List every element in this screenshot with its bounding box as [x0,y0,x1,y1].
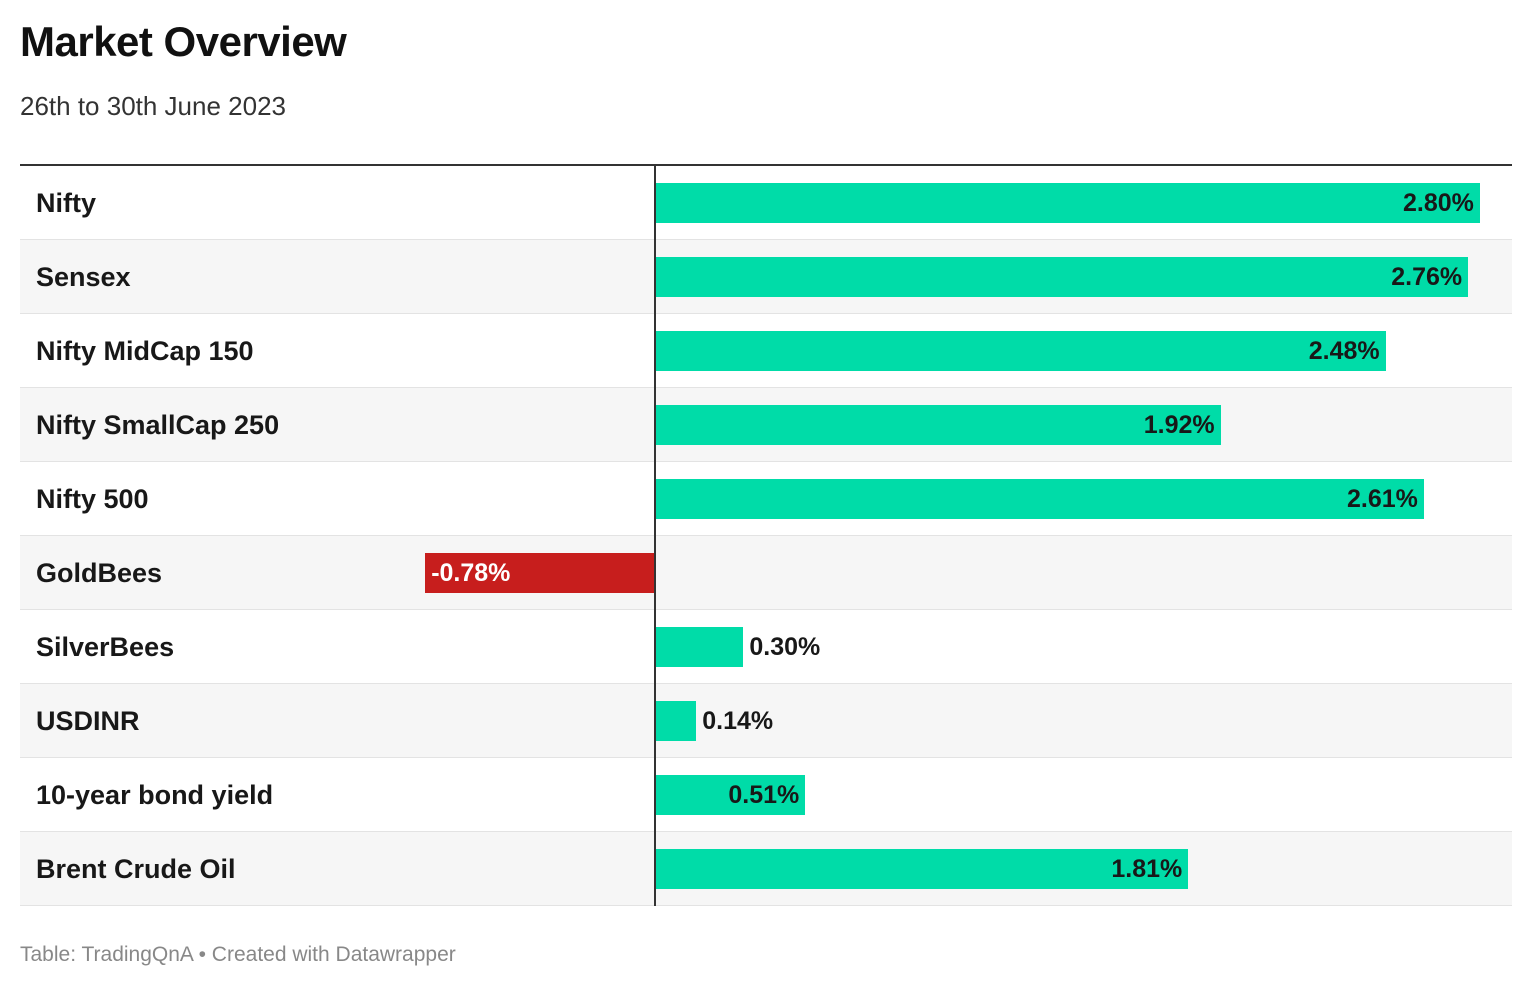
value-label: 2.80% [1403,189,1474,217]
value-label: -0.78% [431,559,511,587]
zero-axis-line [654,166,656,906]
value-label: 2.76% [1391,263,1463,291]
bar [655,183,1480,223]
table-row: SilverBees 0.30% [20,610,1512,684]
value-label: 1.81% [1111,855,1183,883]
value-label: 0.51% [728,781,800,809]
bar [655,479,1424,519]
value-label: 2.48% [1308,337,1380,365]
table-row: Sensex 2.76% [20,240,1512,314]
category-label: Sensex [36,262,131,292]
value-label: 0.30% [749,633,821,661]
category-label: USDINR [36,706,140,736]
chart-subtitle: 26th to 30th June 2023 [20,91,287,121]
table-row: Brent Crude Oil 1.81% [20,832,1512,906]
bar [655,627,744,667]
category-label: Nifty SmallCap 250 [36,410,280,440]
bar [655,257,1469,297]
table-row: 10-year bond yield 0.51% [20,758,1512,832]
category-label: Nifty MidCap 150 [36,336,254,366]
chart-title: Market Overview [20,18,347,65]
category-label: Brent Crude Oil [36,854,236,884]
category-label: Nifty [36,188,96,218]
bar [425,553,655,593]
bar [655,331,1386,371]
value-label: 0.14% [702,707,774,735]
table-row: GoldBees -0.78% [20,536,1512,610]
table-row: USDINR 0.14% [20,684,1512,758]
table-row: Nifty 2.80% [20,166,1512,240]
table-row: Nifty 500 2.61% [20,462,1512,536]
category-label: GoldBees [36,558,163,588]
bar [655,701,697,741]
bar [655,849,1189,889]
category-label: 10-year bond yield [36,780,274,810]
bar-table: Nifty 2.80% Sensex 2.76% Nifty MidCap 150 2.4… [20,164,1512,906]
category-label: Nifty 500 [36,484,149,514]
table-row: Nifty SmallCap 250 1.92% [20,388,1512,462]
value-label: 1.92% [1143,411,1215,439]
category-label: SilverBees [36,632,175,662]
table-row: Nifty MidCap 150 2.48% [20,314,1512,388]
bar [655,775,806,815]
bar [655,405,1221,445]
source-footer: Table: TradingQnA • Created with Datawra… [20,943,456,966]
value-label: 2.61% [1347,485,1418,513]
